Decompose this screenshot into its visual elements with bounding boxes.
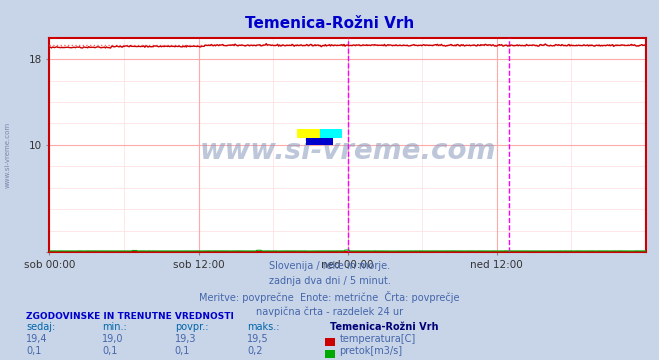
Bar [306,138,333,145]
Text: povpr.:: povpr.: [175,323,208,333]
Text: 0,1: 0,1 [26,346,42,356]
Text: 0,2: 0,2 [247,346,263,356]
Text: 19,3: 19,3 [175,334,196,344]
Text: zadnja dva dni / 5 minut.: zadnja dva dni / 5 minut. [269,276,390,286]
Bar [320,129,342,139]
Text: Temenica-Rožni Vrh: Temenica-Rožni Vrh [330,323,438,333]
Text: min.:: min.: [102,323,127,333]
Text: www.si-vreme.com: www.si-vreme.com [200,137,496,165]
Text: Meritve: povprečne  Enote: metrične  Črta: povprečje: Meritve: povprečne Enote: metrične Črta:… [199,291,460,303]
Text: 19,0: 19,0 [102,334,124,344]
Text: temperatura[C]: temperatura[C] [339,334,416,344]
Bar [297,129,320,139]
Text: 19,4: 19,4 [26,334,48,344]
Text: ZGODOVINSKE IN TRENUTNE VREDNOSTI: ZGODOVINSKE IN TRENUTNE VREDNOSTI [26,312,234,321]
Text: pretok[m3/s]: pretok[m3/s] [339,346,403,356]
Text: www.si-vreme.com: www.si-vreme.com [5,122,11,188]
Text: Slovenija / reke in morje.: Slovenija / reke in morje. [269,261,390,271]
Text: Temenica-Rožni Vrh: Temenica-Rožni Vrh [245,16,414,31]
Text: 0,1: 0,1 [175,346,190,356]
Text: navpična črta - razdelek 24 ur: navpična črta - razdelek 24 ur [256,306,403,317]
Text: sedaj:: sedaj: [26,323,55,333]
Text: 19,5: 19,5 [247,334,269,344]
Text: maks.:: maks.: [247,323,279,333]
Text: 0,1: 0,1 [102,346,117,356]
